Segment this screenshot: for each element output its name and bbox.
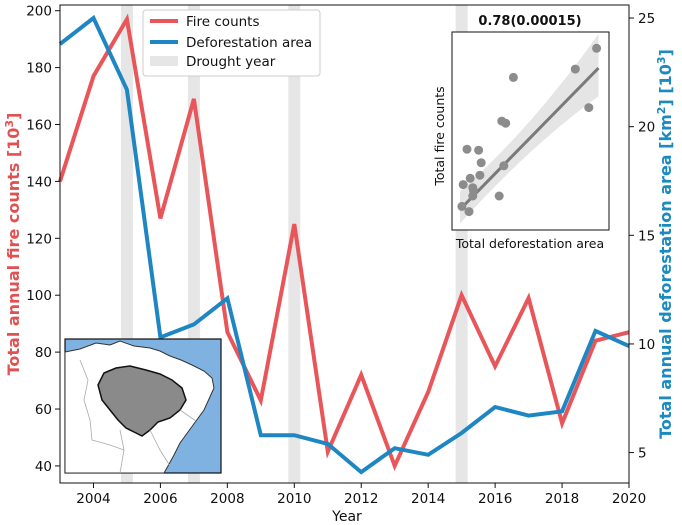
inset-point [592,43,602,53]
x-tick-label: 2018 [545,491,579,507]
y-left-tick-label: 40 [35,459,52,475]
y-left-tick-label: 140 [26,174,52,190]
x-tick-label: 2006 [143,491,177,507]
y-right-tick-label: 15 [638,228,655,244]
y-axis-left-label: Total annual fire counts [103] [3,113,23,376]
inset-x-label: Total deforestation area [455,236,604,251]
series-lines [58,13,630,475]
scatter-inset: 0.78(0.00015) Total deforestation area T… [432,14,610,251]
drought-band-2010 [288,5,301,483]
country-borders [79,359,197,474]
inset-point [468,191,478,201]
legend: Fire counts Deforestation area Drought y… [142,9,321,77]
y-left-tick-label: 60 [35,402,52,418]
x-axis-label: Year [331,509,362,525]
plot-frame [59,4,630,484]
x-tick-label: 2012 [344,491,378,507]
inset-points [457,43,602,217]
amazon-region [97,365,187,437]
inset-point [584,103,594,113]
y-right-tick-label: 20 [638,120,655,136]
inset-title: 0.78(0.00015) [478,14,581,29]
y-left-tick-label: 120 [26,231,52,247]
x-tick-label: 2014 [411,491,445,507]
y-left-tick-label: 160 [26,118,52,134]
inset-point [474,145,484,155]
legend-label-drought: Drought year [186,54,276,70]
inset-point [508,72,518,82]
x-tick-label: 2020 [612,491,646,507]
y-axis-right: 5 10 15 20 25 [629,11,655,462]
y-axis-left: 40 60 80 100 120 140 160 180 200 [26,4,60,475]
y-right-tick-label: 5 [638,446,647,462]
inset-point [570,64,580,74]
x-tick-label: 2010 [277,491,311,507]
map-inset [64,338,222,474]
inset-point [462,144,472,154]
inset-regression-line [458,67,600,211]
legend-box [142,9,321,77]
legend-swatch-drought [150,56,178,66]
inset-point [458,180,468,190]
inset-point [476,158,486,168]
inset-point [464,207,474,217]
inset-point [501,118,511,128]
x-tick-label: 2016 [478,491,512,507]
series-line-deforestation [58,14,630,475]
inset-point [465,173,475,183]
inset-point [475,170,485,180]
y-right-tick-label: 10 [638,337,655,353]
legend-label-deforestation: Deforestation area [186,35,312,51]
inset-point [499,161,509,171]
y-left-tick-label: 180 [26,61,52,77]
x-axis: 2004 2006 2008 2010 2012 2014 2016 2018 2020 [76,483,646,507]
x-tick-label: 2008 [210,491,244,507]
y-left-tick-label: 200 [26,4,52,20]
y-right-tick-label: 25 [638,11,655,27]
inset-point [457,201,467,211]
inset-y-label: Total fire counts [432,86,447,186]
y-axis-right-label: Total annual deforestation area [km2] [1… [655,49,675,439]
y-left-tick-label: 100 [26,288,52,304]
inset-point [494,191,504,201]
x-tick-label: 2004 [76,491,110,507]
series-line-fire [58,13,630,472]
legend-label-fire: Fire counts [186,14,260,30]
y-left-tick-label: 80 [35,345,52,361]
